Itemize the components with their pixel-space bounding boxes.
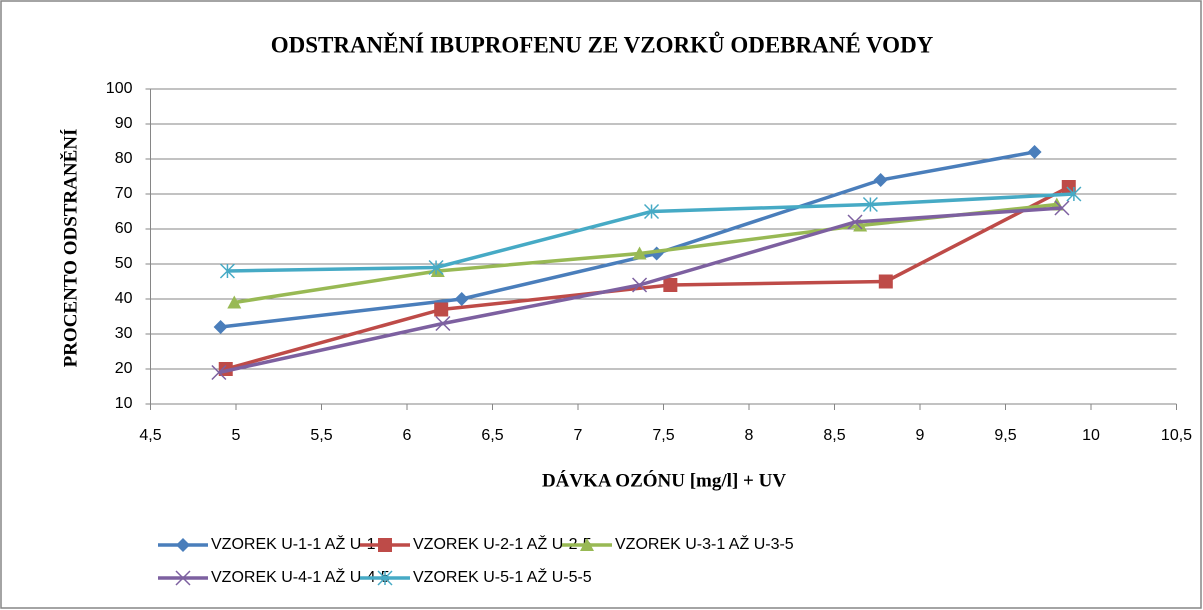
legend-marker [175,570,191,586]
data-point [211,364,227,381]
legend-label: VZOREK U-2-1 AŽ U-2-5 [413,534,592,553]
x-tick-label: 4,5 [139,427,161,444]
legend-marker [176,538,190,552]
legend-marker [378,538,392,552]
legend-label: VZOREK U-1-1 AŽ U-1-5 [211,534,390,553]
x-axis-title: DÁVKA OZÓNU [mg/l] + UV [542,469,786,491]
y-tick-label: 60 [115,220,133,237]
chart-title: ODSTRANĚNÍ IBUPROFENU ZE VZORKŮ ODEBRANÉ… [271,30,934,57]
y-tick-label: 70 [115,185,133,202]
data-point [663,278,678,292]
data-point [219,263,235,279]
y-tick-label: 10 [115,395,133,412]
legend-label: VZOREK U-3-1 AŽ U-3-5 [615,534,794,553]
y-tick-label: 30 [115,325,133,342]
legend-marker [580,538,594,551]
x-tick-label: 10 [1082,427,1100,444]
x-tick-label: 8 [745,427,754,444]
x-tick-label: 6,5 [481,427,503,444]
data-point [1061,180,1076,194]
data-point [1027,145,1042,159]
data-point [853,218,868,232]
y-tick-label: 80 [115,150,133,167]
legend-label: VZOREK U-5-1 AŽ U-5-5 [413,567,592,586]
data-point [434,302,449,317]
data-point [847,214,863,230]
y-axis-title: PROCENTO ODSTRANĚNÍ [59,129,81,368]
legend-marker [377,570,393,586]
x-tick-label: 9 [916,427,925,444]
data-point [862,196,878,213]
data-point [643,203,660,220]
data-point [878,274,893,289]
x-tick-label: 8,5 [823,427,845,444]
data-point [873,173,888,187]
x-tick-label: 10,5 [1161,427,1192,444]
y-tick-label: 20 [115,360,133,377]
y-tick-label: 90 [115,115,133,132]
y-tick-label: 50 [115,255,133,272]
x-tick-label: 7 [574,427,583,444]
data-point [454,292,469,306]
data-point [632,277,648,293]
x-tick-label: 9,5 [994,427,1016,444]
data-point [632,246,647,260]
data-point [435,315,451,332]
x-tick-label: 5 [232,427,241,444]
data-point [1054,200,1070,216]
data-point [227,295,242,309]
y-tick-label: 100 [106,80,133,97]
legend-label: VZOREK U-4-1 AŽ U-4-5 [211,567,390,586]
x-tick-label: 5,5 [310,427,332,444]
y-tick-label: 40 [115,290,133,307]
x-tick-label: 7,5 [652,427,674,444]
data-point [213,320,228,334]
x-tick-label: 6 [403,427,412,444]
data-point [428,259,444,276]
data-point [1066,186,1082,202]
